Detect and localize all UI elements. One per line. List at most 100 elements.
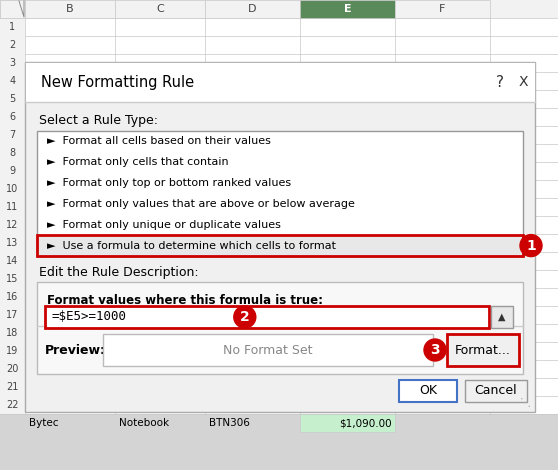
Bar	[0, 180, 25, 198]
Bar	[0, 288, 25, 306]
Text: =$E5>=1000: =$E5>=1000	[51, 311, 126, 323]
Text: B: B	[66, 4, 74, 14]
Text: Desktop: Desktop	[119, 364, 162, 374]
Text: DATA - BI: DATA - BI	[271, 362, 349, 377]
Text: 12: 12	[6, 220, 18, 230]
Bar	[0, 36, 25, 54]
Bar	[0, 108, 25, 126]
Bar	[45, 306, 489, 328]
Text: ►  Format all cells based on their values: ► Format all cells based on their values	[47, 136, 271, 147]
Bar	[0, 144, 25, 162]
Bar	[37, 282, 523, 374]
Bar	[0, 270, 25, 288]
Text: 7: 7	[9, 130, 16, 140]
Text: ICN162: ICN162	[209, 364, 247, 374]
Bar	[300, 378, 395, 396]
Text: 8: 8	[9, 148, 16, 158]
Bar	[0, 396, 25, 414]
Text: 16: 16	[6, 292, 18, 302]
Bar	[465, 380, 527, 402]
Text: 18: 18	[6, 328, 18, 338]
Text: New Formatting Rule: New Formatting Rule	[41, 75, 194, 89]
Text: 3: 3	[9, 58, 16, 68]
Text: OCD065: OCD065	[209, 400, 252, 410]
Bar	[115, 0, 205, 18]
Text: 9: 9	[9, 166, 16, 176]
Text: Bytec: Bytec	[29, 418, 59, 428]
Text: Preview:: Preview:	[45, 344, 106, 357]
Text: Select a Rule Type:: Select a Rule Type:	[39, 113, 158, 126]
Text: Edit the Rule Description:: Edit the Rule Description:	[39, 266, 199, 279]
Text: 22: 22	[6, 400, 19, 410]
Text: $490.00: $490.00	[349, 364, 392, 374]
Bar	[491, 306, 513, 328]
Text: C: C	[156, 4, 164, 14]
Bar	[0, 0, 25, 414]
Text: ►  Format only cells that contain: ► Format only cells that contain	[47, 157, 229, 167]
Bar	[0, 126, 25, 144]
Bar	[103, 334, 433, 366]
Bar	[25, 62, 535, 102]
Bar	[0, 72, 25, 90]
Text: Desktop: Desktop	[119, 400, 162, 410]
Bar	[0, 360, 25, 378]
Bar	[0, 0, 558, 414]
Text: Format...: Format...	[455, 344, 511, 357]
Text: Notebook: Notebook	[119, 382, 169, 392]
Circle shape	[520, 235, 542, 257]
Text: D: D	[248, 4, 257, 14]
Bar	[205, 0, 300, 18]
Text: Format values where this formula is true:: Format values where this formula is true…	[47, 293, 323, 306]
Bar	[0, 90, 25, 108]
Text: ►  Format only top or bottom ranked values: ► Format only top or bottom ranked value…	[47, 178, 291, 188]
Text: Cancel: Cancel	[475, 384, 517, 398]
Bar	[0, 162, 25, 180]
Circle shape	[234, 306, 256, 328]
Bar	[300, 0, 395, 18]
Text: 10: 10	[6, 184, 18, 194]
Text: Omicron: Omicron	[29, 400, 73, 410]
Bar	[0, 234, 25, 252]
Text: ►  Format only values that are above or below average: ► Format only values that are above or b…	[47, 199, 355, 209]
Text: BTN306: BTN306	[209, 418, 250, 428]
Text: $1,090.00: $1,090.00	[339, 418, 392, 428]
Bar	[0, 252, 25, 270]
Text: ⋱: ⋱	[520, 398, 531, 408]
Circle shape	[424, 339, 446, 361]
Text: ICN165: ICN165	[209, 382, 247, 392]
Bar	[25, 62, 535, 412]
Text: 6: 6	[9, 112, 16, 122]
Text: 17: 17	[6, 310, 18, 320]
Text: Desktop: Desktop	[138, 364, 181, 374]
Bar	[0, 198, 25, 216]
Text: 2: 2	[240, 310, 249, 324]
Bar	[447, 334, 519, 366]
Bar	[25, 0, 115, 18]
Text: Inchip: Inchip	[29, 382, 61, 392]
Bar	[37, 235, 523, 256]
Bar	[300, 414, 395, 432]
Bar	[0, 306, 25, 324]
Text: 4: 4	[9, 76, 16, 86]
Bar	[395, 0, 490, 18]
Text: 1: 1	[526, 239, 536, 252]
Text: Inchip: Inchip	[29, 364, 61, 374]
Text: No Format Set: No Format Set	[223, 344, 312, 357]
Text: ICN162: ICN162	[233, 364, 272, 374]
Text: Notebook: Notebook	[119, 418, 169, 428]
Text: 3: 3	[430, 343, 440, 357]
Text: Inchip: Inchip	[29, 364, 61, 374]
Text: 20: 20	[6, 364, 18, 374]
Bar	[0, 378, 25, 396]
Bar	[0, 216, 25, 234]
Bar	[0, 54, 25, 72]
Text: 15: 15	[6, 274, 18, 284]
Bar	[0, 342, 25, 360]
Text: 14: 14	[6, 256, 18, 266]
Text: $920.00: $920.00	[349, 400, 392, 410]
Text: 1: 1	[9, 22, 16, 32]
Bar	[0, 18, 25, 36]
Bar	[0, 0, 558, 18]
Text: F: F	[439, 4, 446, 14]
Bar	[0, 324, 25, 342]
